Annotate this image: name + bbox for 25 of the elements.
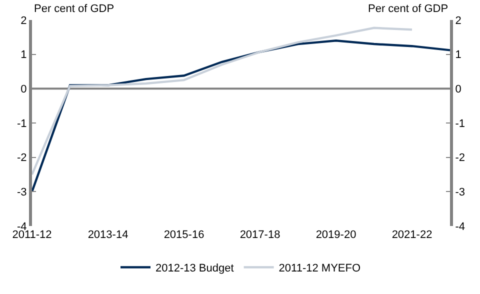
legend-label: 2012-13 Budget bbox=[156, 262, 234, 275]
y-tick-label: 1 bbox=[20, 49, 27, 62]
y-tick-label: -1 bbox=[17, 118, 27, 130]
y2-axis-title: Per cent of GDP bbox=[368, 3, 448, 15]
y2-tick-label: -1 bbox=[455, 118, 465, 130]
y2-tick-label: -4 bbox=[455, 220, 465, 233]
y-tick-label: 0 bbox=[20, 84, 27, 96]
x-tick-label: 2019-20 bbox=[316, 229, 356, 241]
x-tick-label: 2011-12 bbox=[12, 229, 52, 241]
x-tick-label: 2015-16 bbox=[164, 229, 204, 241]
line-series bbox=[32, 26, 414, 176]
y2-tick-label: 1 bbox=[455, 49, 462, 62]
x-tick-label: 2013-14 bbox=[88, 229, 128, 241]
y-axis-title: Per cent of GDP bbox=[34, 3, 114, 15]
y-tick-label: 2 bbox=[20, 14, 27, 27]
legend-label: 2011-12 MYEFO bbox=[278, 262, 361, 275]
x-tick-label: 2021-22 bbox=[392, 229, 432, 241]
y-tick-label: -2 bbox=[17, 152, 27, 164]
line-series bbox=[32, 40, 450, 193]
y-tick-label: -3 bbox=[17, 186, 27, 199]
x-tick-label: 2017-18 bbox=[240, 229, 280, 241]
y2-tick-label: 0 bbox=[455, 84, 462, 96]
y2-tick-label: 2 bbox=[455, 14, 462, 27]
y2-tick-label: -3 bbox=[455, 186, 465, 199]
y2-tick-label: -2 bbox=[455, 152, 465, 164]
